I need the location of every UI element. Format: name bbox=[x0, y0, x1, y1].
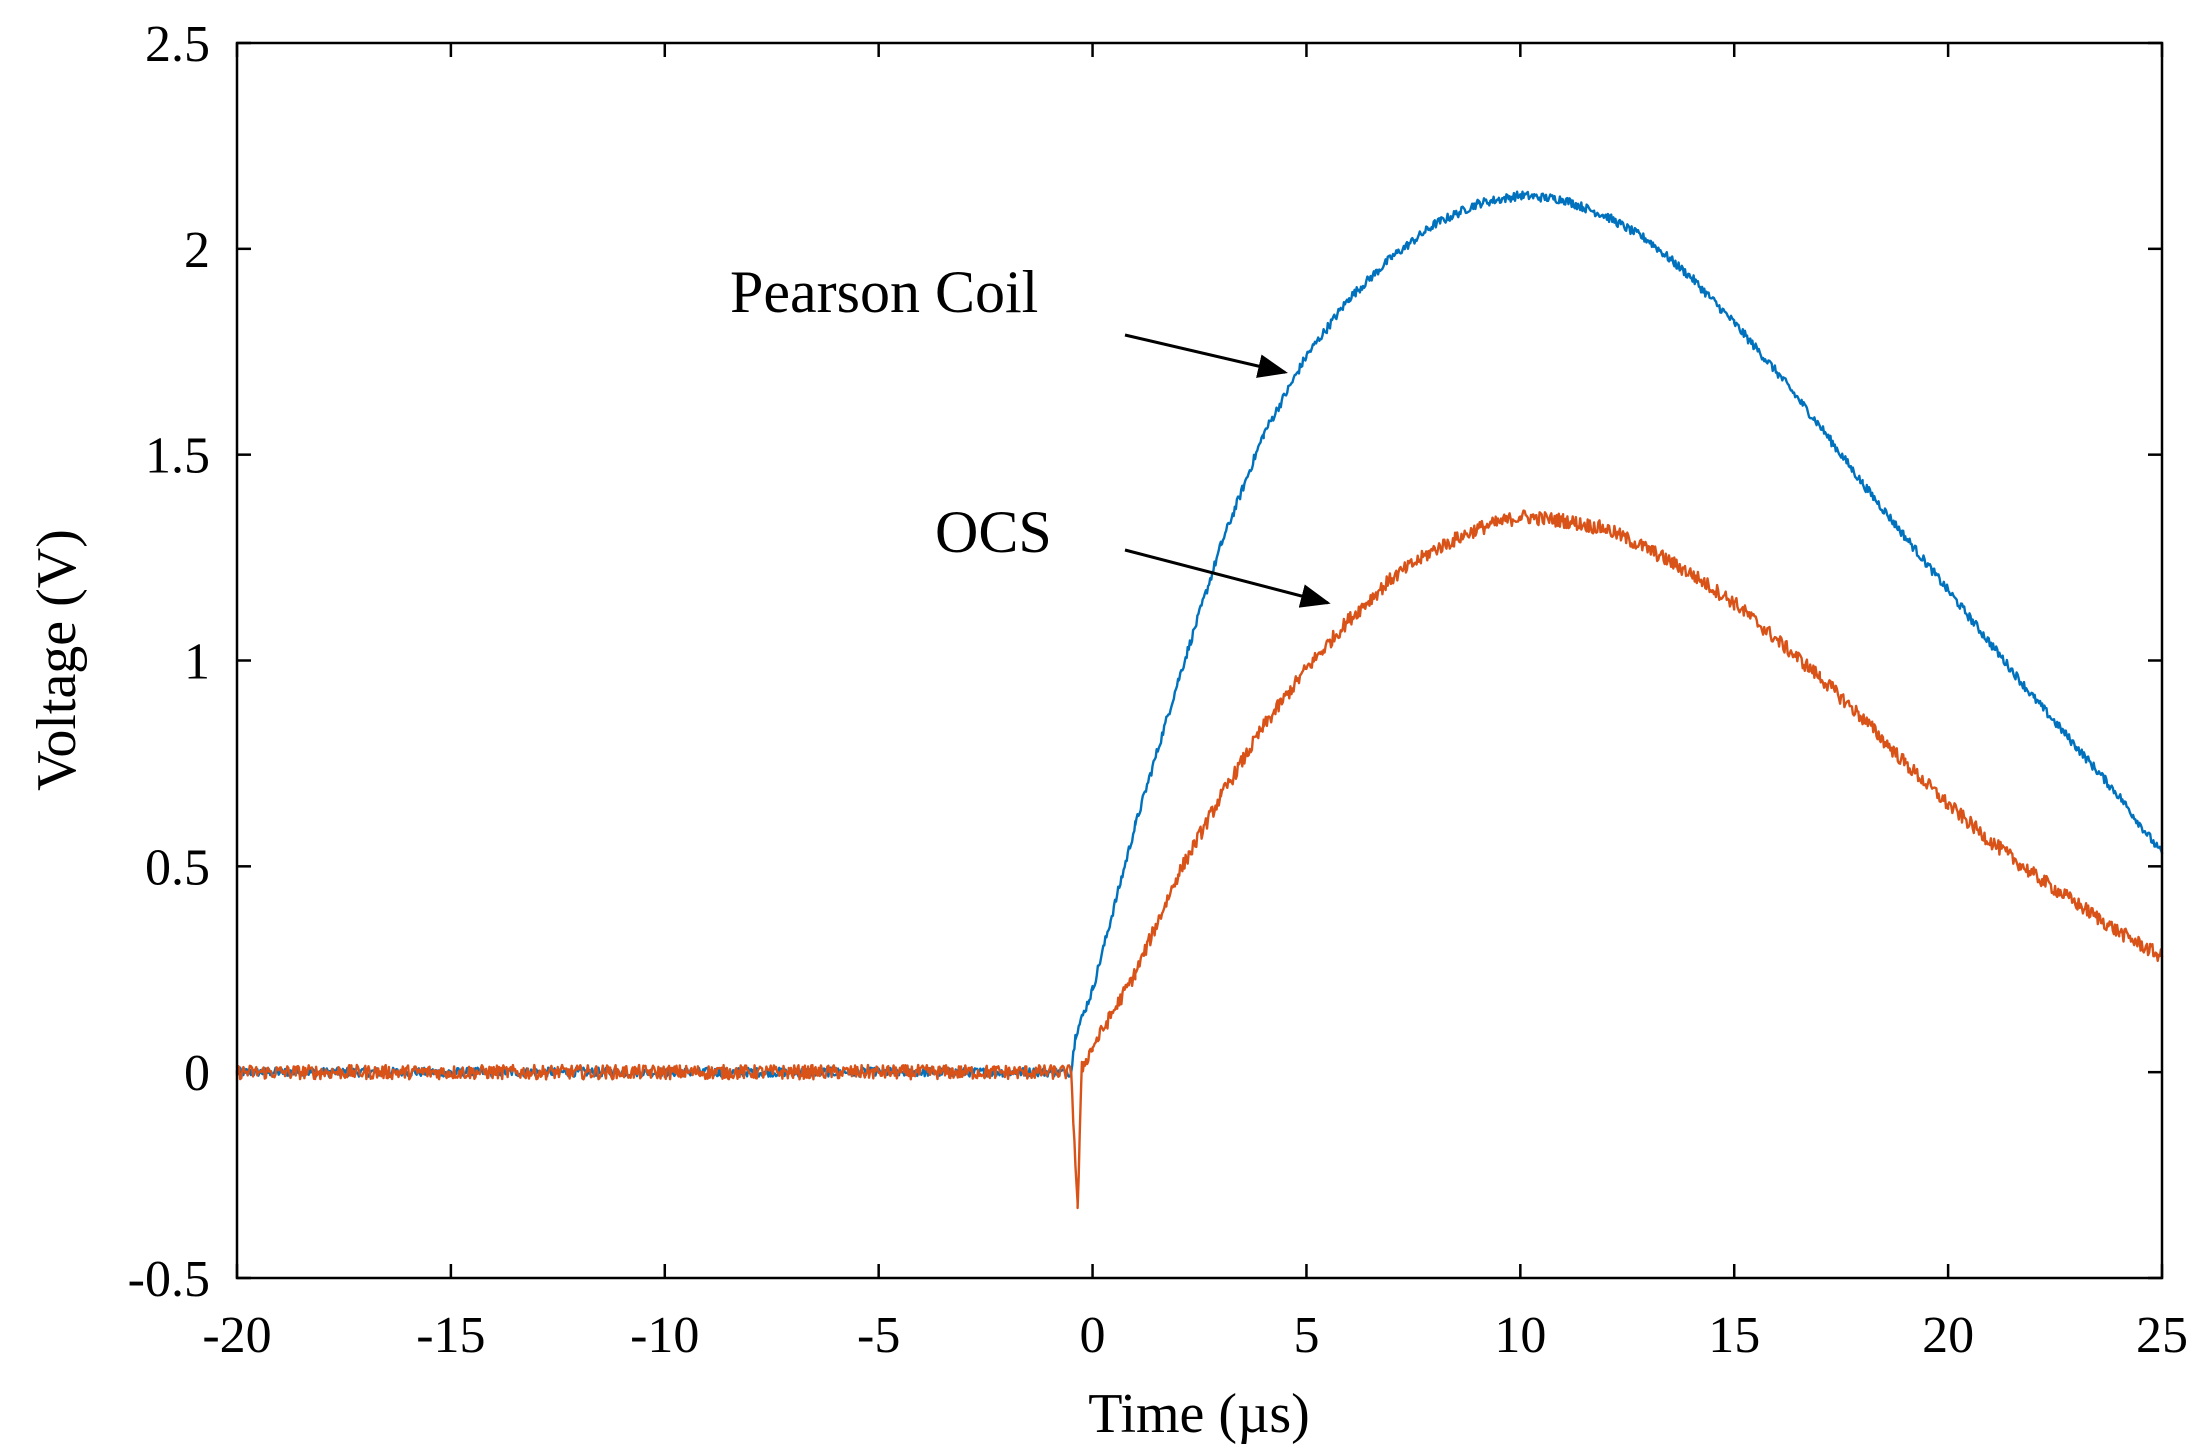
x-tick-label: 15 bbox=[1708, 1307, 1760, 1364]
x-tick-label: 10 bbox=[1494, 1307, 1546, 1364]
y-tick-label: 0.5 bbox=[145, 839, 210, 896]
annotations: Pearson Coil OCS bbox=[730, 259, 1331, 608]
y-tick-label: 0 bbox=[184, 1045, 210, 1102]
series-layer bbox=[235, 190, 2164, 1210]
x-tick-label: 5 bbox=[1293, 1307, 1319, 1364]
x-tick-label: -15 bbox=[416, 1307, 485, 1364]
y-tick-label: 1.5 bbox=[145, 428, 210, 485]
series-line-pearson-coil bbox=[235, 190, 2164, 1078]
annotation-arrow bbox=[1124, 333, 1288, 378]
y-axis-title: Voltage (V) bbox=[26, 529, 88, 791]
y-tick-label: 1 bbox=[184, 634, 210, 691]
y-tick-label: -0.5 bbox=[128, 1251, 210, 1308]
x-tick-labels: -20 -15 -10 -5 0 5 10 15 20 25 bbox=[202, 1307, 2188, 1364]
x-tick-label: -10 bbox=[630, 1307, 699, 1364]
annotation-label: Pearson Coil bbox=[730, 259, 1038, 325]
x-axis-title: Time (µs) bbox=[1088, 1383, 1310, 1445]
x-tick-label: -5 bbox=[857, 1307, 900, 1364]
y-tick-labels: -0.5 0 0.5 1 1.5 2 2.5 bbox=[128, 16, 210, 1308]
y-tick-label: 2 bbox=[184, 222, 210, 279]
x-tick-label: 0 bbox=[1080, 1307, 1106, 1364]
x-tick-label: 20 bbox=[1922, 1307, 1974, 1364]
x-tick-label: 25 bbox=[2136, 1307, 2188, 1364]
plot-background bbox=[237, 43, 2162, 1278]
series-line-ocs bbox=[235, 509, 2164, 1210]
annotation-label: OCS bbox=[935, 499, 1052, 565]
plot-frame bbox=[235, 41, 2164, 1280]
y-tick-label: 2.5 bbox=[145, 16, 210, 73]
annotation-arrow bbox=[1124, 548, 1331, 608]
x-tick-label: -20 bbox=[202, 1307, 271, 1364]
